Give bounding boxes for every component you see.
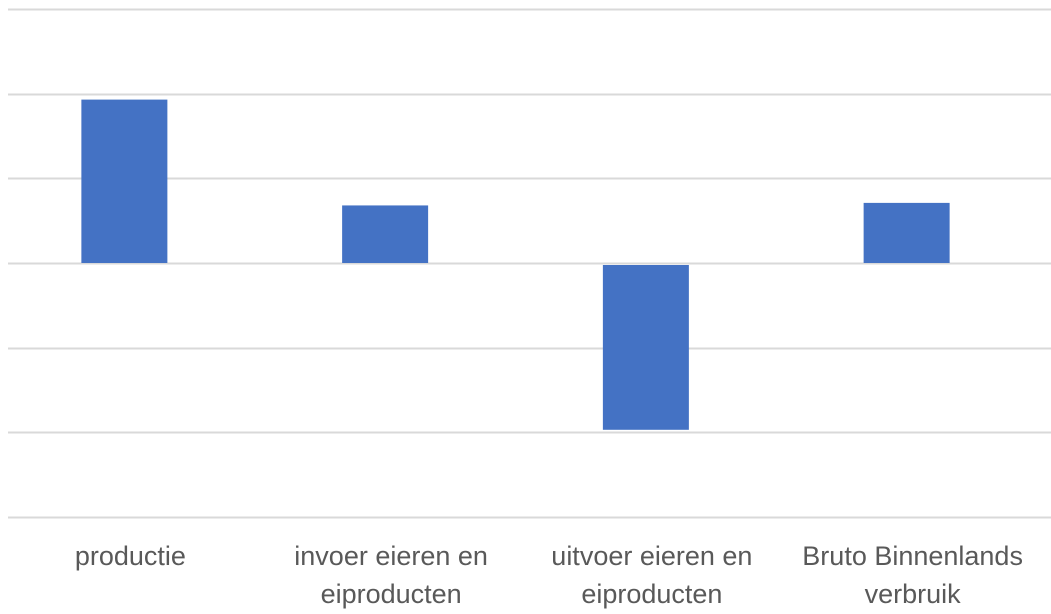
x-tick-label: invoer eieren en eiproducten: [294, 541, 488, 609]
x-tick-label: uitvoer eieren en eiproducten: [551, 541, 753, 609]
bars: [81, 99, 950, 430]
bar: [602, 265, 689, 430]
bar: [863, 202, 950, 263]
x-tick-label: productie: [74, 541, 186, 571]
bar: [342, 205, 429, 263]
x-tick-label: Bruto Binnenlands verbruik: [802, 541, 1023, 609]
gridlines: [8, 8, 1051, 519]
bar: [81, 99, 168, 264]
